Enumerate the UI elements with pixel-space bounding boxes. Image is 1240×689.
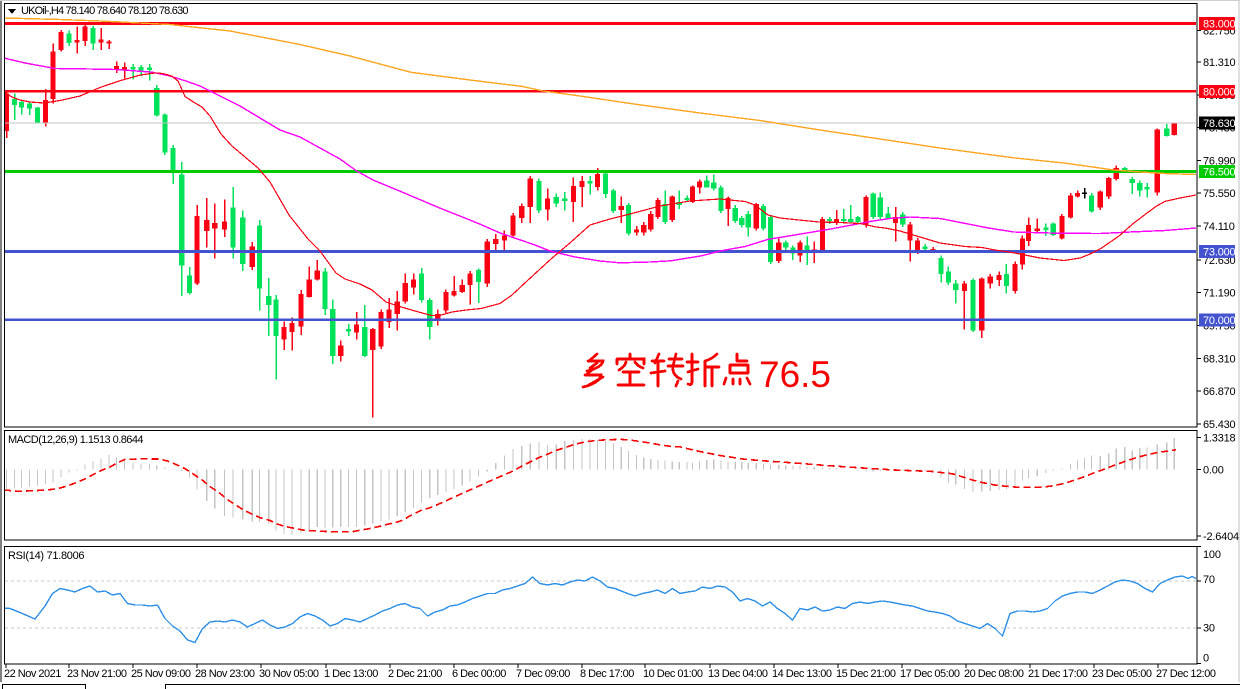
svg-text:76.5: 76.5	[759, 354, 831, 395]
svg-text:7 Dec 09:00: 7 Dec 09:00	[516, 668, 570, 680]
svg-text:100: 100	[1203, 549, 1221, 561]
svg-text:10 Dec 01:00: 10 Dec 01:00	[643, 668, 703, 680]
svg-text:73.000: 73.000	[1203, 246, 1236, 258]
svg-text:22 Nov 2021: 22 Nov 2021	[4, 668, 61, 680]
svg-text:8 Dec 17:00: 8 Dec 17:00	[580, 668, 634, 680]
svg-text:30 Nov 05:00: 30 Nov 05:00	[259, 668, 319, 680]
svg-text:76.990: 76.990	[1203, 155, 1236, 167]
svg-text:70: 70	[1203, 574, 1215, 586]
svg-text:28 Nov 23:00: 28 Nov 23:00	[195, 668, 255, 680]
svg-text:81.310: 81.310	[1203, 57, 1236, 69]
svg-text:14 Dec 13:00: 14 Dec 13:00	[772, 668, 832, 680]
svg-text:65.430: 65.430	[1203, 419, 1236, 431]
svg-text:23 Nov 21:00: 23 Nov 21:00	[67, 668, 127, 680]
svg-text:78.630: 78.630	[1203, 118, 1236, 130]
svg-text:80.000: 80.000	[1203, 86, 1236, 98]
svg-text:MACD(12,26,9) 1.1513 0.8644: MACD(12,26,9) 1.1513 0.8644	[8, 434, 143, 446]
svg-text:1.3318: 1.3318	[1203, 432, 1236, 444]
svg-text:30: 30	[1203, 623, 1215, 635]
svg-text:71.190: 71.190	[1203, 288, 1236, 300]
svg-text:66.870: 66.870	[1203, 386, 1236, 398]
svg-text:68.310: 68.310	[1203, 353, 1236, 365]
svg-text:UKOil-,H4 78.140 78.640 78.12: UKOil-,H4 78.140 78.640 78.120 78.630	[21, 5, 188, 17]
svg-text:15 Dec 21:00: 15 Dec 21:00	[836, 668, 896, 680]
svg-text:75.550: 75.550	[1203, 188, 1236, 200]
svg-text:70.000: 70.000	[1203, 315, 1236, 327]
svg-text:20 Dec 08:00: 20 Dec 08:00	[964, 668, 1024, 680]
svg-text:0.00: 0.00	[1203, 464, 1224, 476]
svg-text:RSI(14) 71.8006: RSI(14) 71.8006	[8, 550, 84, 562]
svg-text:25 Nov 09:00: 25 Nov 09:00	[131, 668, 191, 680]
svg-text:6 Dec 00:00: 6 Dec 00:00	[452, 668, 506, 680]
svg-text:76.500: 76.500	[1203, 167, 1236, 179]
svg-text:83.000: 83.000	[1203, 18, 1236, 30]
svg-text:1 Dec 13:00: 1 Dec 13:00	[324, 668, 378, 680]
svg-text:27 Dec 12:00: 27 Dec 12:00	[1156, 668, 1216, 680]
svg-text:74.110: 74.110	[1203, 221, 1235, 233]
svg-text:21 Dec 17:00: 21 Dec 17:00	[1028, 668, 1088, 680]
svg-text:17 Dec 05:00: 17 Dec 05:00	[900, 668, 960, 680]
svg-text:23 Dec 05:00: 23 Dec 05:00	[1092, 668, 1152, 680]
svg-text:-2.6404: -2.6404	[1203, 531, 1239, 543]
svg-text:2 Dec 21:00: 2 Dec 21:00	[388, 668, 442, 680]
svg-text:13 Dec 04:00: 13 Dec 04:00	[708, 668, 768, 680]
svg-text:0: 0	[1203, 652, 1209, 664]
